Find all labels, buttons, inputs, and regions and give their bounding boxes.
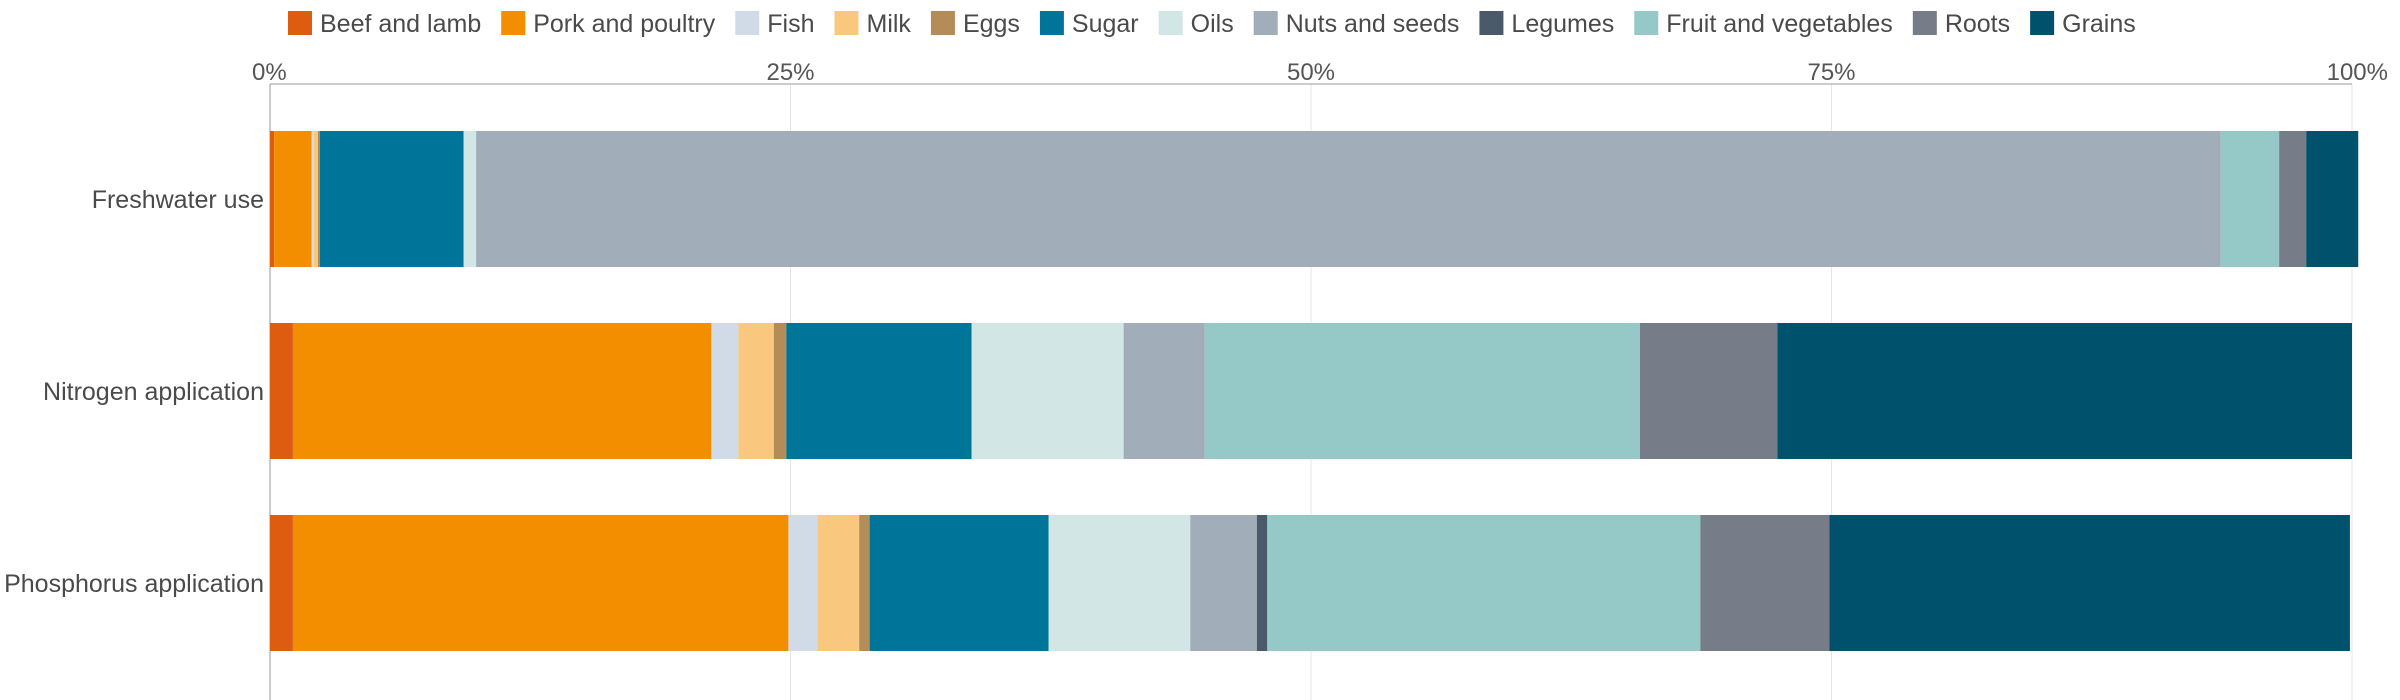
legend-swatch-oils <box>1158 11 1183 35</box>
x-tick-label: 75% <box>1807 59 1855 86</box>
x-axis: 0% 25% 50% 75% 100% <box>252 59 2388 700</box>
legend-swatch-nuts-and-seeds <box>1253 11 1278 35</box>
bar-segment-nitrogen-application-milk <box>738 323 774 459</box>
bar-segment-phosphorus-application-milk <box>817 515 860 651</box>
bar-segment-nitrogen-application-fish <box>711 323 739 459</box>
bar-segment-phosphorus-application-fish <box>788 515 818 651</box>
bar-segment-phosphorus-application-legumes <box>1256 515 1268 651</box>
bar-segment-nitrogen-application-beef-and-lamb <box>270 323 293 459</box>
legend: Beef and lamb Pork and poultry Fish Milk Egg… <box>288 10 2136 38</box>
legend-label-sugar: Sugar <box>1072 10 1139 38</box>
bar-segment-phosphorus-application-pork-and-poultry <box>292 515 789 651</box>
legend-swatch-eggs <box>930 11 955 35</box>
bar-segment-freshwater-use-beef-and-lamb <box>270 131 275 267</box>
bar-segment-phosphorus-application-fruit-and-vegetables <box>1267 515 1701 651</box>
bar-segment-freshwater-use-eggs <box>317 131 320 267</box>
category-labels: Freshwater use Nitrogen application Phosph… <box>4 186 264 598</box>
bar-segment-nitrogen-application-nuts-and-seeds <box>1123 323 1205 459</box>
bar-segment-phosphorus-application-sugar <box>869 515 1049 651</box>
bar-segment-phosphorus-application-roots <box>1700 515 1830 651</box>
bar-segment-nitrogen-application-roots <box>1639 323 1778 459</box>
legend-label-eggs: Eggs <box>963 10 1020 38</box>
legend-swatch-fish <box>735 11 760 35</box>
bar-segment-freshwater-use-nuts-and-seeds <box>476 131 2221 267</box>
x-tick-label: 25% <box>766 59 814 86</box>
legend-label-fruit-and-vegetables: Fruit and vegetables <box>1666 10 1893 38</box>
x-tick-label: 0% <box>252 59 287 86</box>
legend-swatch-beef-and-lamb <box>288 11 312 35</box>
bar-segment-freshwater-use-oils <box>463 131 477 267</box>
legend-swatch-pork-and-poultry <box>501 11 526 35</box>
bar-segment-nitrogen-application-fruit-and-vegetables <box>1204 323 1640 459</box>
bar-segment-nitrogen-application-oils <box>971 323 1124 459</box>
legend-label-fish: Fish <box>767 10 814 38</box>
bar-segment-freshwater-use-pork-and-poultry <box>274 131 312 267</box>
legend-label-pork-and-poultry: Pork and poultry <box>533 10 716 38</box>
bar-segment-freshwater-use-fish <box>311 131 314 267</box>
legend-swatch-fruit-and-vegetables <box>1634 11 1659 35</box>
bar-segment-phosphorus-application-oils <box>1048 515 1191 651</box>
legend-swatch-sugar <box>1039 11 1064 35</box>
bar-segment-phosphorus-application-grains <box>1829 515 2350 651</box>
bar-segment-phosphorus-application-eggs <box>859 515 870 651</box>
bar-segment-nitrogen-application-eggs <box>773 323 787 459</box>
legend-label-legumes: Legumes <box>1511 10 1614 38</box>
bar-segment-nitrogen-application-grains <box>1777 323 2352 459</box>
bar-segment-freshwater-use-roots <box>2279 131 2307 267</box>
bar-segment-nitrogen-application-pork-and-poultry <box>292 323 712 459</box>
legend-label-milk: Milk <box>867 10 912 38</box>
bar-segment-freshwater-use-sugar <box>319 131 464 267</box>
legend-label-oils: Oils <box>1191 10 1234 38</box>
bars <box>270 131 2359 651</box>
legend-swatch-roots <box>1912 11 1937 35</box>
category-label-phosphorus-application: Phosphorus application <box>4 570 264 598</box>
legend-label-roots: Roots <box>1945 10 2010 38</box>
bar-segment-phosphorus-application-beef-and-lamb <box>270 515 293 651</box>
x-tick-label: 50% <box>1287 59 1335 86</box>
legend-label-beef-and-lamb: Beef and lamb <box>320 10 481 38</box>
bar-segment-freshwater-use-grains <box>2306 131 2359 267</box>
legend-label-grains: Grains <box>2062 10 2136 38</box>
category-label-freshwater-use: Freshwater use <box>92 186 264 214</box>
legend-swatch-legumes <box>1479 11 1504 35</box>
x-tick-label: 100% <box>2327 59 2388 86</box>
bar-segment-freshwater-use-fruit-and-vegetables <box>2220 131 2280 267</box>
legend-swatch-grains <box>2030 11 2055 35</box>
legend-label-nuts-and-seeds: Nuts and seeds <box>1286 10 1460 38</box>
legend-swatch-milk <box>834 11 859 35</box>
bar-segment-nitrogen-application-sugar <box>786 323 972 459</box>
bar-segment-freshwater-use-milk <box>313 131 318 267</box>
category-label-nitrogen-application: Nitrogen application <box>43 378 264 406</box>
bar-segment-phosphorus-application-nuts-and-seeds <box>1190 515 1257 651</box>
